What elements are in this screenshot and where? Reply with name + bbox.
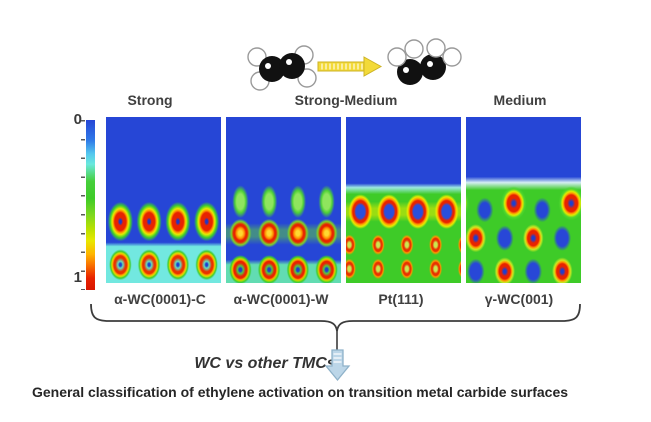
- elf-map-pt111: [346, 117, 461, 283]
- elf-map-gamma-wc001: [466, 117, 581, 283]
- elf-panel-row: [106, 117, 581, 283]
- elf-map-alpha-wc0001-c: [106, 117, 221, 283]
- comparison-label: WC vs other TMCs: [194, 355, 336, 372]
- ethylene-molecule-icon: [247, 45, 317, 91]
- surface-label-gwc: γ-WC(001): [484, 291, 554, 307]
- elf-map-alpha-wc0001-w: [226, 117, 341, 283]
- colorbar-min-label: 0: [73, 111, 82, 128]
- brace-bracket: [90, 303, 581, 351]
- category-label-strong: Strong: [127, 92, 173, 108]
- activated-ethylene-molecule-icon: [387, 38, 462, 85]
- category-label-strong-medium: Strong-Medium: [294, 92, 398, 108]
- surface-label-awc-c: α-WC(0001)-C: [114, 291, 206, 307]
- figure-caption: General classification of ethylene activ…: [31, 384, 569, 400]
- surface-label-pt111: Pt(111): [378, 291, 424, 307]
- colorbar-ticks: [81, 120, 85, 290]
- surface-label-awc-w: α-WC(0001)-W: [233, 291, 329, 307]
- reaction-arrow-icon: [317, 56, 383, 77]
- category-label-medium: Medium: [493, 92, 547, 108]
- colorbar-gradient: [86, 120, 95, 290]
- colorbar-max-label: 1: [73, 269, 82, 286]
